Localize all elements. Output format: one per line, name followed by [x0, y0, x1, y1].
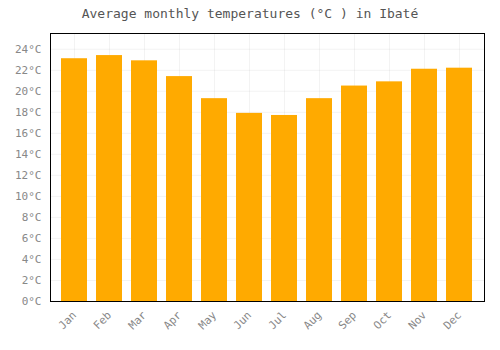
svg-text:Apr: Apr [161, 308, 185, 332]
html-text:Average monthly temperatures (: Average monthly temperatures (°C ) in Ib… [81, 6, 419, 21]
svg-text:20°C: 20°C [15, 85, 42, 98]
svg-text:Dec: Dec [441, 309, 464, 332]
svg-text:Aug: Aug [301, 309, 324, 332]
svg-text:12°C: 12°C [15, 169, 42, 182]
svg-text:4°C: 4°C [22, 253, 42, 266]
svg-text:14°C: 14°C [15, 148, 42, 161]
svg-text:16°C: 16°C [15, 127, 42, 140]
svg-text:6°C: 6°C [22, 232, 42, 245]
svg-text:0°C: 0°C [22, 295, 42, 308]
svg-text:Feb: Feb [91, 309, 114, 332]
svg-text:8°C: 8°C [22, 211, 42, 224]
svg-text:2°C: 2°C [22, 274, 42, 287]
svg-text:10°C: 10°C [15, 190, 42, 203]
svg-text:Jul: Jul [266, 309, 289, 332]
svg-text:Jun: Jun [231, 309, 254, 332]
svg-text:24°C: 24°C [15, 43, 42, 56]
svg-text:Sep: Sep [336, 309, 359, 332]
svg-text:May: May [196, 308, 220, 332]
svg-text:Mar: Mar [126, 308, 150, 332]
svg-text:Oct: Oct [371, 309, 394, 332]
svg-text:18°C: 18°C [15, 106, 42, 119]
svg-text:Nov: Nov [406, 308, 430, 332]
svg-text:22°C: 22°C [15, 64, 42, 77]
svg-text:Jan: Jan [56, 309, 79, 332]
